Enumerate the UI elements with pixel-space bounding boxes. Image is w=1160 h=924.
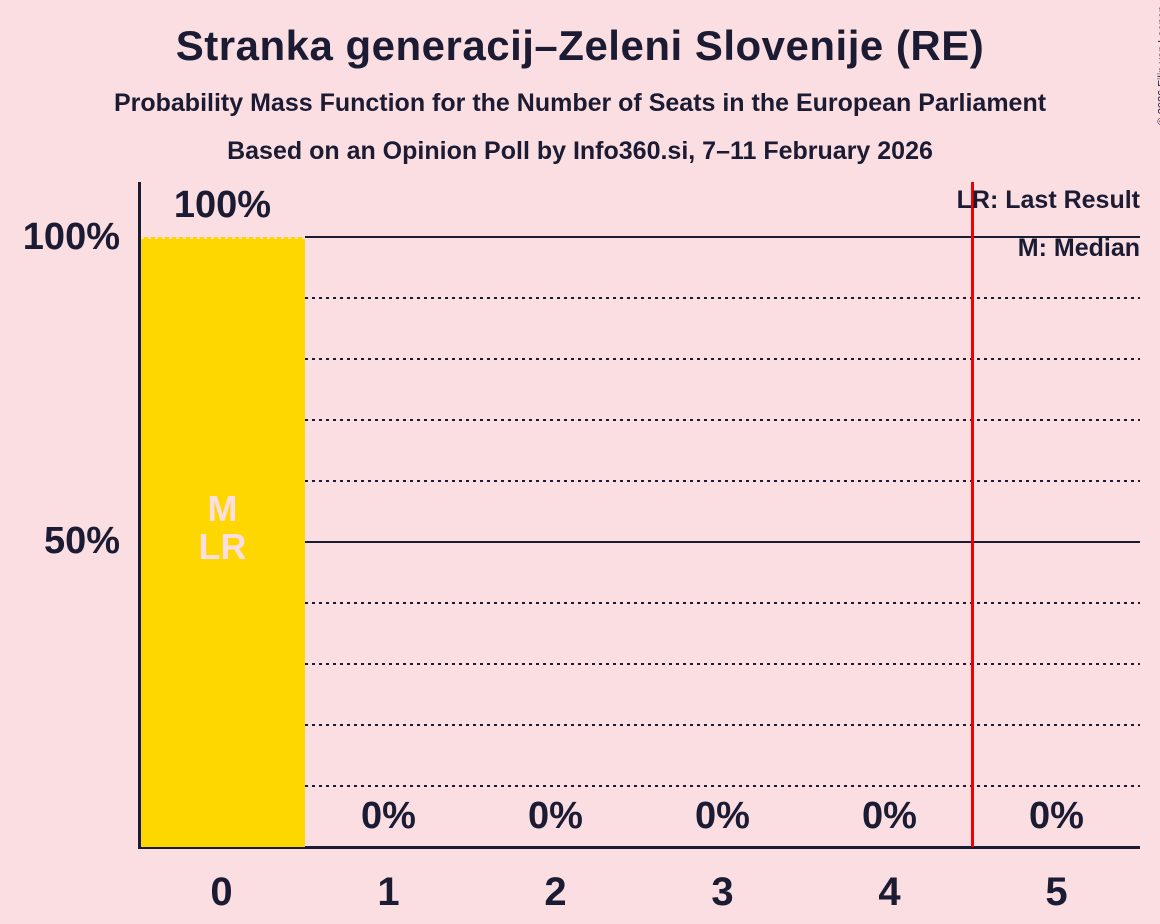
x-tick-label-1: 1 (377, 870, 400, 914)
bar-value-label-2: 0% (528, 795, 583, 837)
bar-marker-labels: M LR (140, 490, 305, 566)
bar-value-label-4: 0% (862, 795, 917, 837)
bar-top-gridline-dash (141, 237, 305, 239)
x-tick-label-0: 0 (210, 870, 233, 914)
legend-last-result: LR: Last Result (956, 186, 1140, 214)
gridline-100 (305, 236, 1140, 238)
bar-value-label-5: 0% (1029, 795, 1084, 837)
gridline-30 (305, 663, 1140, 665)
last-result-reference-line (971, 182, 974, 847)
gridline-50 (305, 541, 1140, 543)
gridline-90 (305, 297, 1140, 299)
chart-subtitle: Probability Mass Function for the Number… (113, 89, 1047, 117)
gridline-70 (305, 419, 1140, 421)
bar-value-label-1: 0% (361, 795, 416, 837)
poll-source-line: Based on an Opinion Poll by Info360.si, … (227, 137, 933, 165)
chart-title: Stranka generacij–Zeleni Slovenije (RE) (175, 22, 985, 69)
y-axis-line (138, 182, 141, 848)
median-marker-label: M (207, 488, 238, 529)
gridline-80 (305, 358, 1140, 360)
probability-bar-seat-0 (141, 237, 305, 847)
bar-value-label-3: 0% (695, 795, 750, 837)
x-tick-label-4: 4 (878, 870, 901, 914)
y-axis-label-50: 50% (43, 520, 120, 562)
x-tick-label-3: 3 (711, 870, 734, 914)
bar-value-label-0: 100% (173, 184, 272, 226)
gridline-10 (305, 785, 1140, 787)
gridline-40 (305, 602, 1140, 604)
x-tick-label-5: 5 (1045, 870, 1068, 914)
gridline-20 (305, 724, 1140, 726)
copyright-notice: © 2026 Filip van Laenen (1156, 6, 1160, 125)
x-tick-label-2: 2 (544, 870, 567, 914)
last-result-marker-label: LR (198, 526, 247, 567)
y-axis-label-100: 100% (22, 216, 120, 258)
legend-median: M: Median (1017, 234, 1140, 262)
gridline-60 (305, 480, 1140, 482)
x-axis-line (138, 846, 1140, 849)
